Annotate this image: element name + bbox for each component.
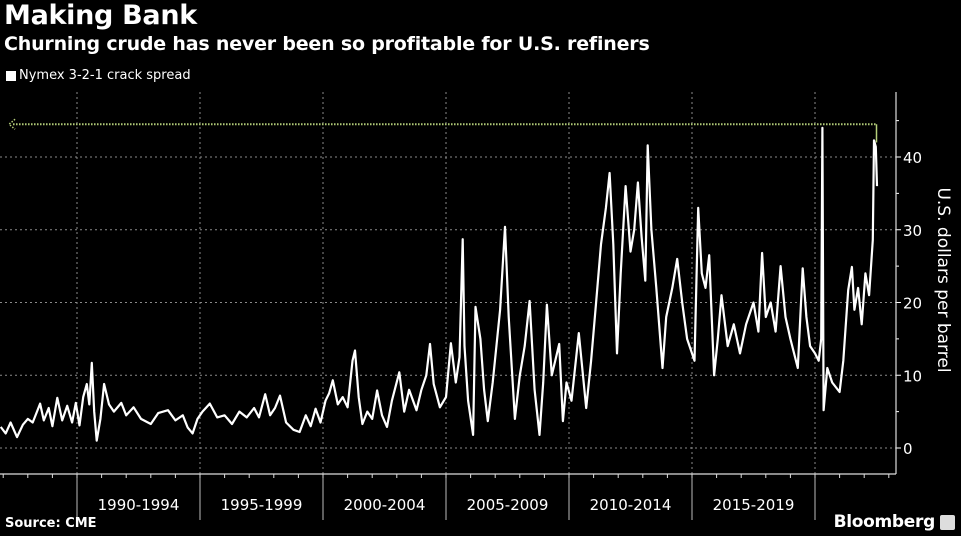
x-period-label: 2000-2004 bbox=[344, 496, 426, 514]
x-period-label: 1995-1999 bbox=[221, 496, 303, 514]
y-tick-label: 40 bbox=[903, 149, 922, 167]
series-group bbox=[0, 126, 879, 442]
x-period-label: 2010-2014 bbox=[590, 496, 672, 514]
y-tick-label: 0 bbox=[903, 440, 913, 458]
chart-subtitle: Churning crude has never been so profita… bbox=[4, 33, 650, 55]
grid bbox=[0, 92, 896, 474]
bloomberg-icon bbox=[940, 515, 955, 530]
axes: 0 10 20 30 40 1990-1994 1995-1999 2000-2004 2005… bbox=[0, 92, 922, 520]
y-tick-label: 10 bbox=[903, 367, 922, 385]
brand-logo: Bloomberg bbox=[833, 512, 936, 532]
legend-label: Nymex 3-2-1 crack spread bbox=[19, 68, 191, 83]
series-line-crack-spread bbox=[0, 126, 879, 442]
y-tick-label: 30 bbox=[903, 222, 922, 240]
x-period-label: 1990-1994 bbox=[98, 496, 180, 514]
reference-line-group bbox=[7, 118, 878, 143]
chart-title: Making Bank bbox=[4, 0, 197, 31]
y-axis-label: U.S. dollars per barrel bbox=[933, 187, 953, 372]
x-period-label: 2015-2019 bbox=[713, 496, 795, 514]
legend: Nymex 3-2-1 crack spread bbox=[6, 68, 191, 83]
legend-swatch bbox=[6, 70, 16, 81]
x-period-label: 2005-2009 bbox=[467, 496, 549, 514]
y-tick-label: 20 bbox=[903, 295, 922, 313]
arrow-left-icon bbox=[7, 118, 16, 130]
source-note: Source: CME bbox=[5, 516, 97, 531]
